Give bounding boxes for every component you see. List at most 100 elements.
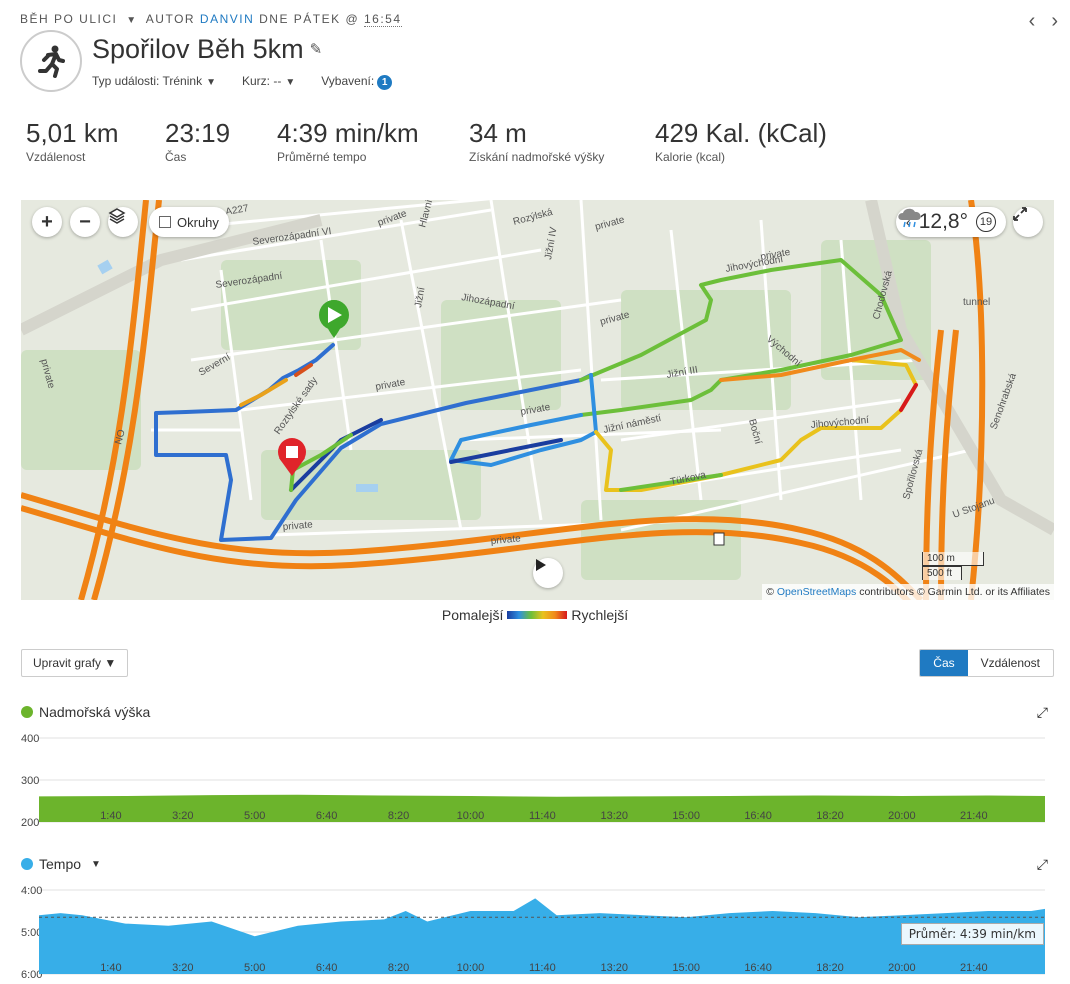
map-canvas[interactable]: Severozápadní VI Severozápadní Hlavní Ro… — [21, 200, 1054, 600]
weather-widget[interactable]: ‹ 12,8° 19 — [895, 207, 1006, 237]
chevron-down-icon: ▼ — [285, 77, 296, 88]
series-area — [39, 794, 1045, 822]
layers-button[interactable] — [108, 207, 138, 237]
x-tick-label: 20:00 — [888, 962, 916, 974]
temperature: 12,8° — [918, 210, 968, 233]
street-label: private — [594, 214, 626, 233]
average-pace-tooltip: Průměr: 4:39 min/km — [900, 923, 1044, 945]
x-tick-label: 16:40 — [744, 962, 772, 974]
pool — [356, 484, 378, 492]
x-tick-label: 13:20 — [601, 810, 629, 822]
course-field[interactable]: Kurz: -- ▼ — [242, 74, 299, 90]
x-tick-label: 1:40 — [100, 810, 121, 822]
stat-label: Kalorie (kcal) — [655, 150, 726, 164]
x-tick-label: 10:00 — [457, 962, 485, 974]
pace-dot — [21, 858, 33, 870]
time-toggle[interactable]: Čas — [920, 650, 968, 676]
x-tick-label: 3:20 — [172, 962, 193, 974]
expand-icon[interactable]: ⤢ — [1036, 704, 1048, 720]
streets — [151, 200, 972, 537]
route-map[interactable]: Severozápadní VI Severozápadní Hlavní Ro… — [21, 200, 1054, 600]
map-attribution: © OpenStreetMaps contributors © Garmin L… — [762, 584, 1054, 600]
chevron-left-icon[interactable]: ‹ — [1028, 10, 1036, 32]
distance-toggle[interactable]: Vzdálenost — [980, 656, 1040, 670]
expand-icon[interactable]: ⤢ — [1036, 856, 1048, 872]
stat-label: Vzdálenost — [26, 150, 86, 164]
x-tick-label: 21:40 — [960, 810, 988, 822]
y-tick-label: 200 — [21, 817, 39, 828]
y-tick-label: 6:00 — [21, 969, 42, 980]
elevation-dot — [21, 706, 33, 718]
street-label: private — [375, 377, 407, 393]
elevation-chart[interactable]: 400 300 200 1:40 3:20 5:00 6:40 8:20 10:00 11:40 1… — [21, 728, 1049, 828]
x-tick-label: 11:40 — [529, 962, 556, 974]
legend-gradient — [507, 611, 568, 619]
pace-title-text: Tempo — [39, 856, 82, 872]
attribution-text: contributors © Garmin Ltd. or its Affili… — [859, 586, 1050, 598]
x-tick-label: 16:40 — [744, 810, 772, 822]
expand-icon — [1013, 207, 1027, 221]
street-label: Türkova — [669, 470, 707, 488]
x-tick-label: 18:20 — [816, 810, 844, 822]
street-label: A227 — [225, 203, 250, 218]
laps-checkbox[interactable] — [159, 216, 171, 228]
chevron-down-icon[interactable]: ▼ — [126, 15, 138, 26]
play-button[interactable] — [533, 558, 563, 588]
stat-value: 4:39 min/km — [277, 118, 419, 148]
day-label: DNE PÁTEK @ — [259, 12, 360, 26]
chevron-down-icon[interactable]: ▼ — [91, 858, 101, 870]
author-prefix: AUTOR — [145, 12, 196, 26]
x-tick-label: 5:00 — [244, 962, 265, 974]
street-label: private — [490, 533, 521, 547]
stat-label: Získání nadmořské výšky — [469, 150, 605, 164]
laps-toggle[interactable]: Okruhy — [149, 207, 229, 237]
author-link[interactable]: DANVIN — [199, 12, 255, 26]
fullscreen-button[interactable] — [1013, 207, 1043, 237]
street-label: NO — [113, 428, 128, 446]
x-tick-label: 5:00 — [244, 810, 265, 822]
start-marker-icon[interactable] — [319, 300, 349, 338]
activity-meta: Typ události: Trénink ▼ Kurz: -- ▼ Vybaven… — [92, 74, 393, 90]
pace-chart-title[interactable]: Tempo ▼ — [21, 856, 105, 872]
map-scale: 100 m 500 ft — [922, 552, 984, 580]
stat-value: 34 m — [469, 118, 527, 148]
pencil-icon[interactable]: ✎ — [309, 41, 323, 58]
gear-field[interactable]: Vybavení: 1 — [321, 74, 393, 90]
gear-count-badge[interactable]: 1 — [377, 75, 393, 90]
street-label: tunnel — [963, 297, 990, 308]
x-tick-label: 13:20 — [601, 962, 629, 974]
stat-time: 23:19 Čas — [165, 118, 230, 164]
chevron-left-icon[interactable]: ‹ — [905, 213, 911, 231]
zoom-out-button[interactable]: − — [70, 207, 100, 237]
street-label: private — [282, 519, 313, 533]
road-shield — [713, 532, 725, 546]
x-tick-label: 15:00 — [672, 810, 700, 822]
event-type-label: Typ události: — [92, 74, 160, 88]
scale-imperial: 500 ft — [922, 566, 962, 580]
osm-link[interactable]: OpenStreetMaps — [776, 586, 857, 598]
activity-type-icon — [20, 30, 82, 92]
stat-elevation-gain: 34 m Získání nadmořské výšky — [469, 118, 604, 164]
activity-time[interactable]: 16:54 — [363, 12, 402, 27]
activity-type[interactable]: BĚH PO ULICI — [20, 12, 118, 26]
edit-charts-button[interactable]: Upravit grafy ▼ — [21, 649, 129, 677]
highways — [21, 200, 986, 600]
x-tick-label: 10:00 — [457, 810, 485, 822]
breadcrumb: BĚH PO ULICI ▼ AUTOR DANVIN DNE PÁTEK @ … — [20, 12, 402, 27]
activity-title[interactable]: Spořilov Běh 5km ✎ — [92, 34, 322, 65]
chevron-right-icon[interactable]: › — [1051, 10, 1058, 32]
x-tick-label: 15:00 — [672, 962, 700, 974]
event-type-field[interactable]: Typ události: Trénink ▼ — [92, 74, 220, 90]
stat-value: 5,01 km — [26, 118, 119, 148]
finish-marker-icon[interactable] — [278, 438, 306, 476]
legend-faster: Rychlejší — [571, 607, 629, 623]
pace-chart[interactable]: 4:00 5:00 6:00 1:40 3:20 5:00 6:40 8:20 10:00 11:… — [21, 880, 1049, 980]
activity-title-text: Spořilov Běh 5km — [92, 34, 304, 64]
elevation-title-text: Nadmořská výška — [39, 704, 151, 720]
zoom-in-button[interactable]: + — [32, 207, 62, 237]
y-tick-label: 5:00 — [21, 927, 42, 939]
x-tick-label: 18:20 — [816, 962, 844, 974]
y-tick-label: 4:00 — [21, 885, 42, 897]
route-track — [154, 258, 921, 542]
pace-legend: Pomalejší Rychlejší — [0, 607, 1070, 623]
